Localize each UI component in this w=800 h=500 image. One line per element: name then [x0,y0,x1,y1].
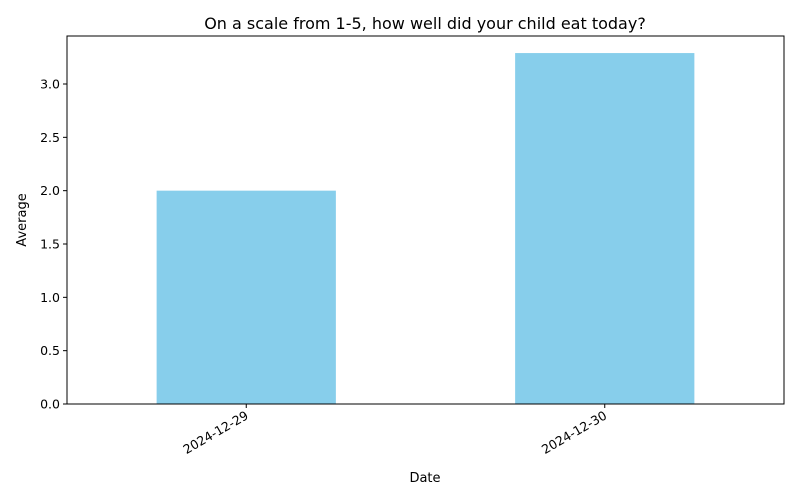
plot-frame [66,35,785,405]
y-axis-label: Average [15,193,30,246]
y-tick-label: 2.0 [40,183,60,198]
y-tick-label: 1.5 [40,237,60,252]
bars [156,53,695,405]
bar-2024-12-29 [156,190,336,404]
y-tick-label: 3.0 [40,77,60,92]
y-tick-label: 2.5 [40,130,60,145]
x-tick-label: 2024-12-29 [180,408,250,457]
y-axis-ticks: 0.0 0.5 1.0 1.5 2.0 2.5 3.0 [40,77,67,412]
y-tick-label: 1.0 [40,290,60,305]
y-tick-label: 0.5 [40,343,60,358]
x-axis-ticks: 2024-12-29 2024-12-30 [180,404,609,457]
y-tick-label: 0.0 [40,397,60,412]
x-axis-label: Date [409,471,440,486]
chart-title: On a scale from 1-5, how well did your c… [204,14,646,33]
x-tick-label: 2024-12-30 [539,408,609,457]
bar-2024-12-30 [515,53,695,405]
